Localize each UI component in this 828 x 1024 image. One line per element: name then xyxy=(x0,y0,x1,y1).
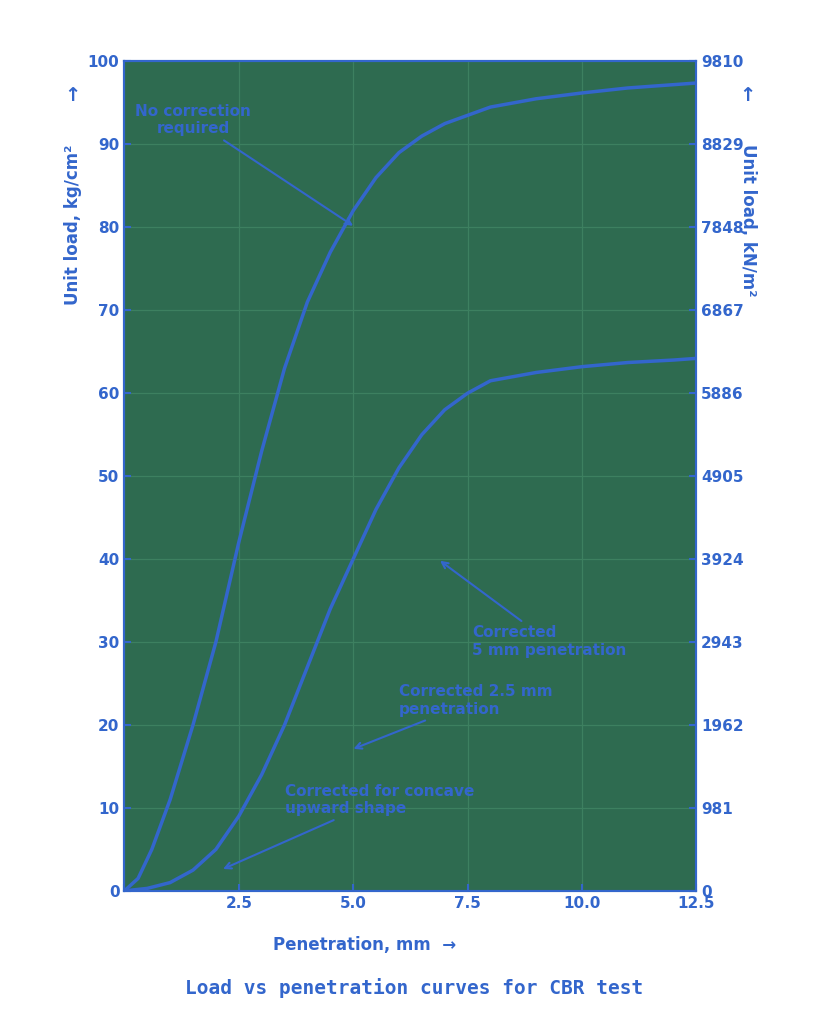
Text: Corrected
5 mm penetration: Corrected 5 mm penetration xyxy=(441,562,626,657)
Text: ↑: ↑ xyxy=(65,86,81,105)
Text: Corrected 2.5 mm
penetration: Corrected 2.5 mm penetration xyxy=(355,684,552,749)
Text: Load vs penetration curves for CBR test: Load vs penetration curves for CBR test xyxy=(185,978,643,998)
Text: Penetration, mm  →: Penetration, mm → xyxy=(272,937,455,954)
Text: No correction
required: No correction required xyxy=(135,103,351,224)
Text: Corrected for concave
upward shape: Corrected for concave upward shape xyxy=(225,783,474,868)
Text: ↑: ↑ xyxy=(739,86,755,105)
Text: Unit load, kg/cm²: Unit load, kg/cm² xyxy=(64,144,82,305)
Text: Unit load, kN/m²: Unit load, kN/m² xyxy=(738,144,756,297)
